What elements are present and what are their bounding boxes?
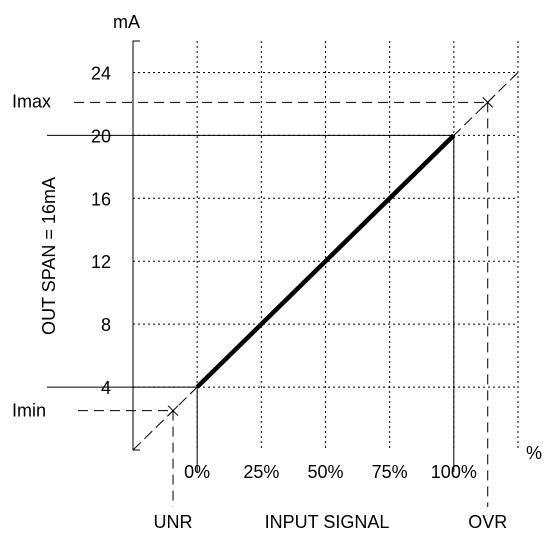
y-unit-label: mA [113,12,140,32]
x-tick-label-0: 0% [184,462,210,482]
x-unit-label: % [526,443,542,463]
x-tick-labels: 0% 25% 50% 75% 100% [184,462,477,482]
ovr-label: OVR [468,512,507,532]
x-tick-label-75: 75% [372,462,408,482]
y-tick-label-4: 4 [101,378,111,398]
guide-layer [47,96,494,507]
y-tick-label-24: 24 [91,63,111,83]
y-axis [132,40,140,451]
output-line [195,133,456,389]
y-tick-label-16: 16 [91,189,111,209]
y-axis-title: OUT SPAN = 16mA [39,177,59,335]
y-tick-label-8: 8 [101,315,111,335]
x-tick-label-100: 100% [431,462,477,482]
y-tick-label-12: 12 [91,252,111,272]
x-axis-title: INPUT SIGNAL [265,512,390,532]
y-tick-label-20: 20 [91,126,111,146]
x-tick-label-25: 25% [243,462,279,482]
y-tick-labels: 4 8 12 16 20 24 [91,63,111,398]
imax-label: Imax [12,91,51,111]
x-tick-label-50: 50% [307,462,343,482]
imin-label: Imin [12,401,46,421]
unr-label: UNR [154,512,193,532]
